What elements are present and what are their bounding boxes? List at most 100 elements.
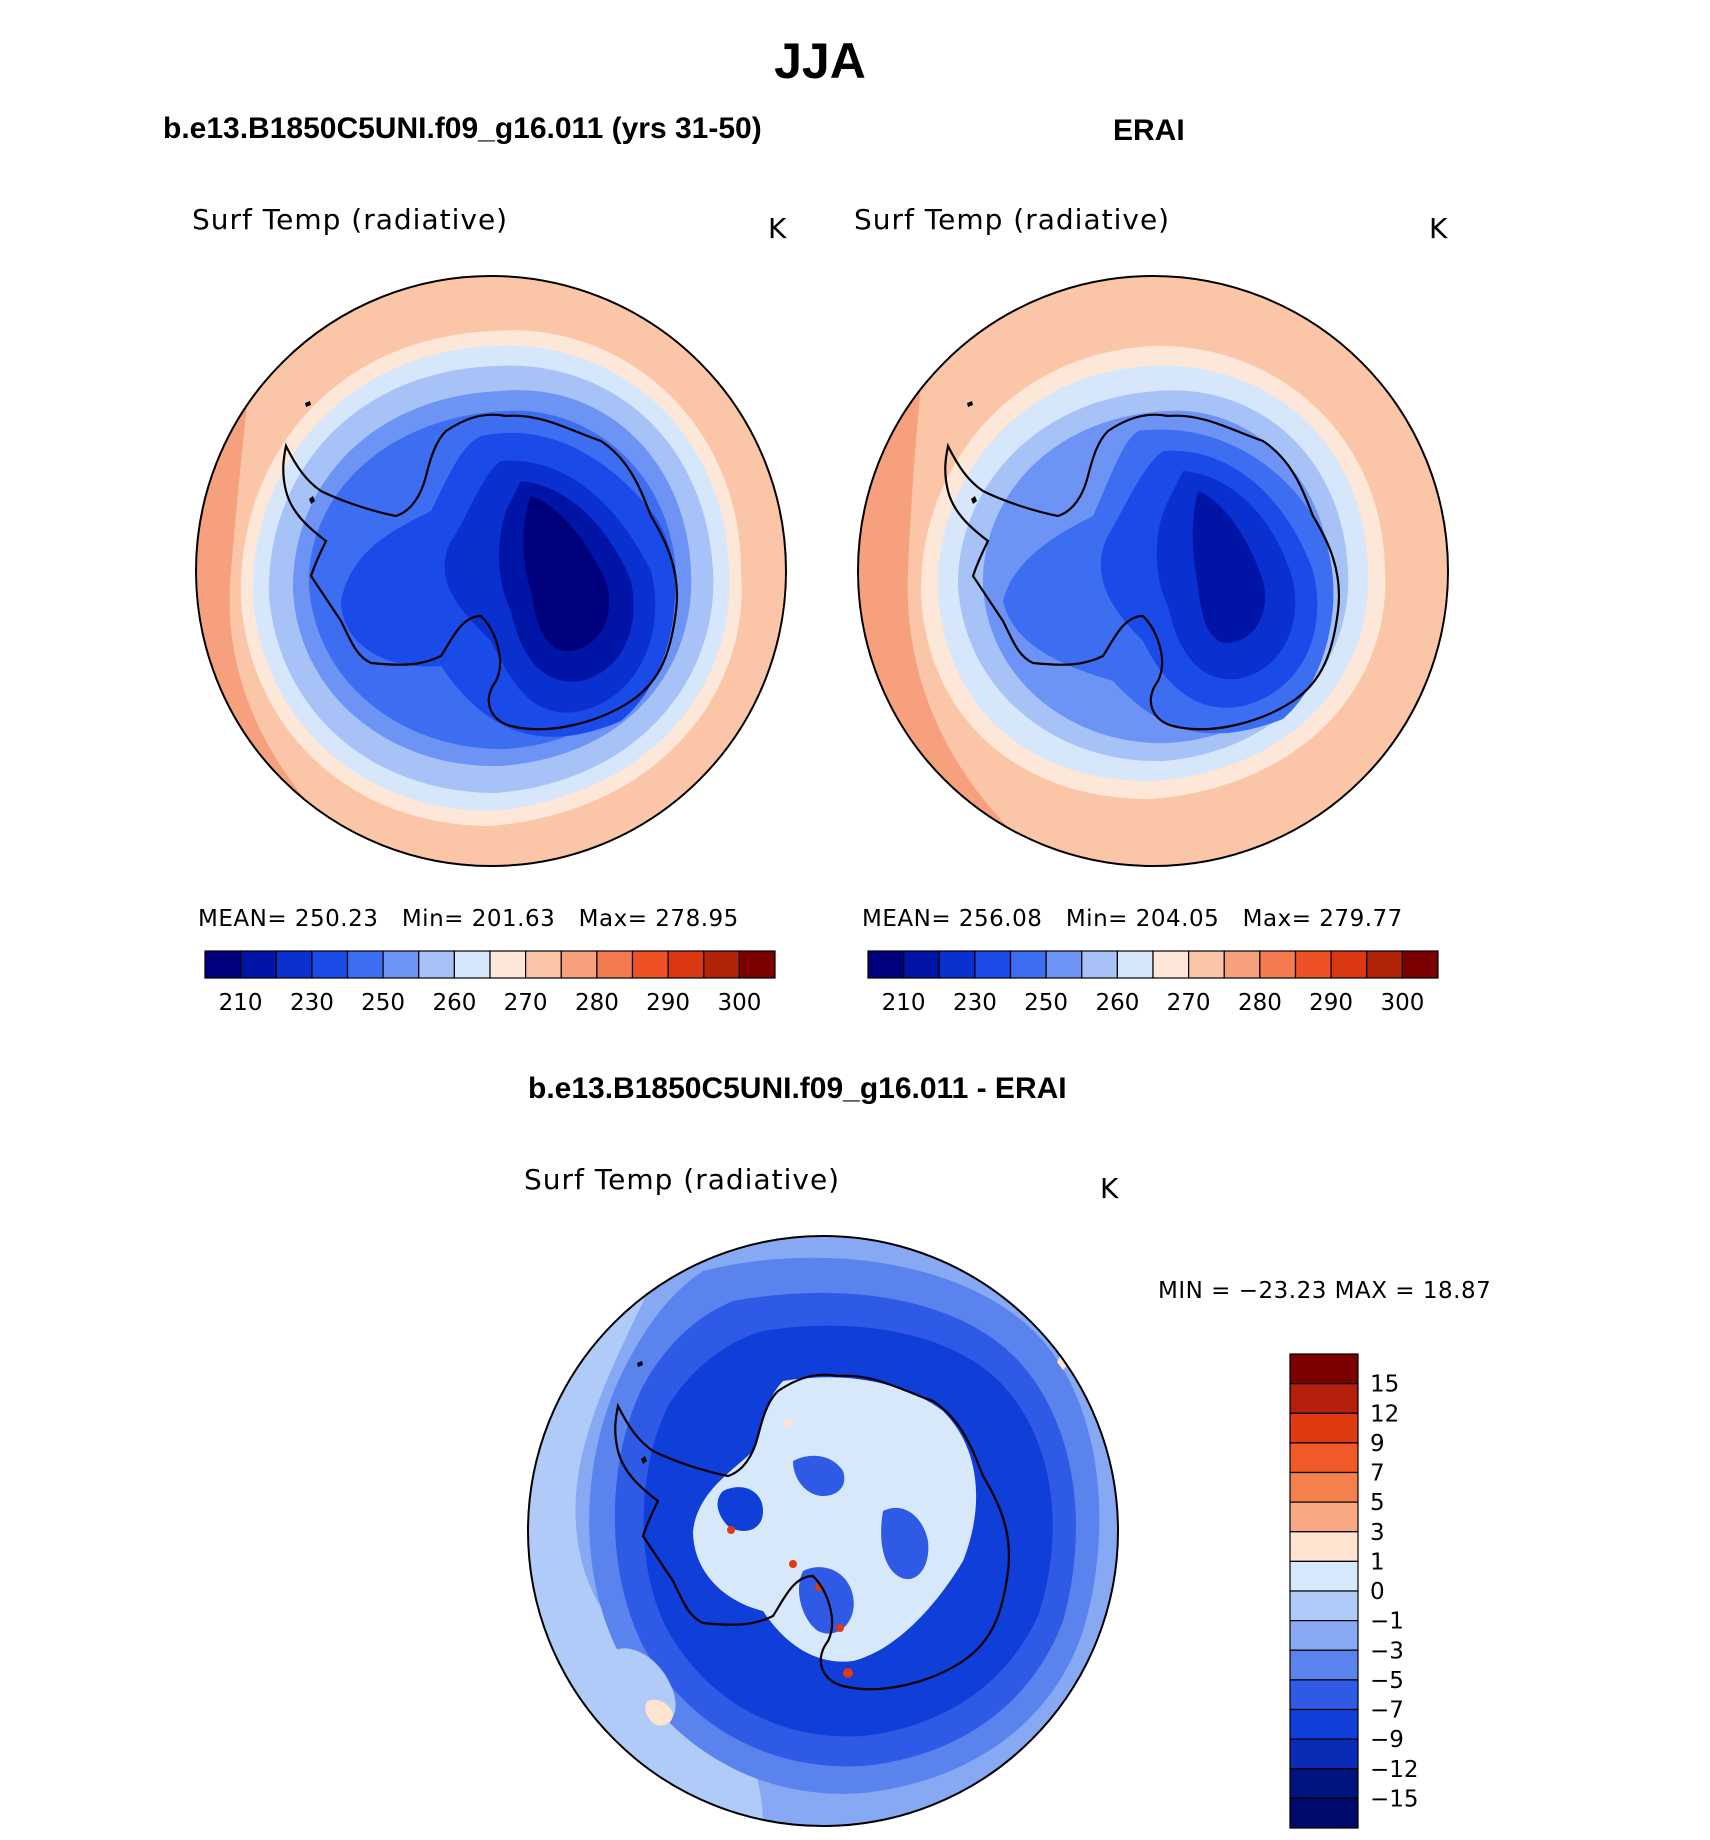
colorbar-swatch	[903, 950, 940, 979]
right-colorbar: 210 230 250 260 270 280 290 300	[867, 950, 1439, 1016]
colorbar-tick-label: 260	[1095, 990, 1139, 1016]
left-max-label: Max=	[578, 906, 648, 932]
colorbar-swatch	[974, 950, 1012, 979]
right-min-value: 204.05	[1135, 906, 1220, 932]
right-max-label: Max=	[1242, 906, 1312, 932]
left-mean-label: MEAN=	[198, 906, 288, 932]
colorbar-tick-label: 7	[1370, 1461, 1385, 1487]
colorbar-swatch	[1289, 1679, 1359, 1711]
colorbar-swatch	[703, 950, 740, 979]
colorbar-tick-label: −9	[1370, 1727, 1404, 1753]
right-max-value: 279.77	[1319, 906, 1403, 932]
colorbar-swatch	[1289, 1501, 1359, 1533]
right-stats: MEAN= 256.08 Min= 204.05 Max= 279.77	[862, 906, 1403, 932]
colorbar-tick-label: −3	[1370, 1638, 1404, 1664]
left-max-value: 278.95	[655, 906, 739, 932]
left-mean-value: 250.23	[294, 906, 379, 932]
colorbar-swatch	[1289, 1649, 1359, 1681]
colorbar-tick-label: 280	[1238, 990, 1282, 1016]
left-units-label: K	[768, 212, 788, 245]
colorbar-swatch	[1116, 950, 1154, 979]
colorbar-tick-label: 270	[1167, 990, 1211, 1016]
left-min-value: 201.63	[471, 906, 556, 932]
colorbar-swatch	[1289, 1797, 1359, 1829]
colorbar-tick-label: 210	[882, 990, 926, 1016]
colorbar-tick-label: −12	[1370, 1757, 1419, 1783]
colorbar-swatch	[1223, 950, 1261, 979]
colorbar-swatch	[1289, 1738, 1359, 1770]
colorbar-swatch	[1289, 1620, 1359, 1651]
colorbar-swatch	[1366, 950, 1403, 979]
colorbar-swatch	[453, 950, 491, 979]
colorbar-tick-label: 5	[1370, 1490, 1385, 1516]
colorbar-tick-label: 300	[1380, 990, 1424, 1016]
left-panel-title: b.e13.B1850C5UNI.f09_g16.011 (yrs 31-50)	[163, 112, 762, 145]
colorbar-tick-label: −15	[1370, 1786, 1419, 1812]
colorbar-swatch	[1289, 1353, 1359, 1385]
colorbar-swatch	[275, 950, 313, 979]
colorbar-swatch	[418, 950, 455, 979]
left-variable-label: Surf Temp (radiative)	[192, 203, 509, 236]
colorbar-tick-label: −5	[1370, 1668, 1404, 1694]
colorbar-tick-label: 290	[1309, 990, 1353, 1016]
diff-panel-title: b.e13.B1850C5UNI.f09_g16.011 - ERAI	[528, 1072, 1067, 1105]
diff-colorbar: 15 12 9 7 5 3 1 0 −1 −3 −5 −7 −9 −12 −15	[1289, 1353, 1419, 1829]
left-colorbar: 210 230 250 260 270 280 290 300	[204, 950, 776, 1016]
right-mean-value: 256.08	[958, 906, 1043, 932]
colorbar-swatch	[1289, 1768, 1359, 1799]
colorbar-tick-label: 250	[1024, 990, 1068, 1016]
colorbar-swatch	[240, 950, 277, 979]
colorbar-tick-label: 12	[1370, 1401, 1399, 1427]
colorbar-tick-label: 3	[1370, 1520, 1385, 1546]
colorbar-tick-label: 250	[361, 990, 405, 1016]
colorbar-swatch	[667, 950, 705, 979]
colorbar-swatch	[1289, 1531, 1359, 1562]
colorbar-swatch	[1259, 950, 1297, 979]
colorbar-tick-label: 260	[432, 990, 476, 1016]
colorbar-swatch	[311, 950, 349, 979]
colorbar-tick-label: −1	[1370, 1609, 1404, 1635]
colorbar-swatch	[1289, 1560, 1359, 1592]
colorbar-swatch	[1294, 950, 1332, 979]
diff-stats: MIN = −23.23 MAX = 18.87	[1158, 1278, 1492, 1304]
colorbar-tick-label: −7	[1370, 1698, 1404, 1724]
colorbar-tick-label: 270	[504, 990, 548, 1016]
colorbar-tick-label: 1	[1370, 1549, 1385, 1575]
colorbar-swatch	[1289, 1412, 1359, 1444]
diff-variable-label: Surf Temp (radiative)	[524, 1163, 841, 1196]
colorbar-swatch	[1045, 950, 1083, 979]
left-min-label: Min=	[401, 906, 464, 932]
figure-title: JJA	[774, 33, 866, 89]
colorbar-swatch	[938, 950, 976, 979]
colorbar-swatch	[1289, 1590, 1359, 1622]
colorbar-tick-label: 290	[646, 990, 690, 1016]
colorbar-swatch	[204, 950, 242, 979]
right-units-label: K	[1429, 212, 1449, 245]
colorbar-tick-label: 280	[575, 990, 619, 1016]
colorbar-tick-label: 15	[1370, 1372, 1399, 1398]
colorbar-tick-label: 210	[219, 990, 263, 1016]
colorbar-swatch	[1009, 950, 1047, 979]
colorbar-tick-label: 230	[953, 990, 997, 1016]
colorbar-swatch	[1152, 950, 1190, 979]
left-stats: MEAN= 250.23 Min= 201.63 Max= 278.95	[198, 906, 739, 932]
colorbar-swatch	[631, 950, 669, 979]
diff-polar-map	[527, 1235, 1119, 1827]
colorbar-tick-label: 9	[1370, 1431, 1385, 1457]
colorbar-swatch	[1330, 950, 1368, 979]
colorbar-swatch	[738, 950, 776, 979]
colorbar-swatch	[1289, 1708, 1359, 1740]
colorbar-tick-label: 300	[717, 990, 761, 1016]
colorbar-swatch	[382, 950, 420, 979]
colorbar-swatch	[1289, 1383, 1359, 1414]
colorbar-swatch	[1081, 950, 1118, 979]
colorbar-tick-label: 230	[290, 990, 334, 1016]
colorbar-swatch	[346, 950, 384, 979]
colorbar-swatch	[596, 950, 634, 979]
colorbar-swatch	[525, 950, 562, 979]
diff-units-label: K	[1100, 1172, 1120, 1205]
right-panel-title: ERAI	[1113, 114, 1185, 147]
colorbar-tick-label: 0	[1370, 1579, 1385, 1605]
colorbar-swatch	[489, 950, 527, 979]
right-min-label: Min=	[1065, 906, 1128, 932]
